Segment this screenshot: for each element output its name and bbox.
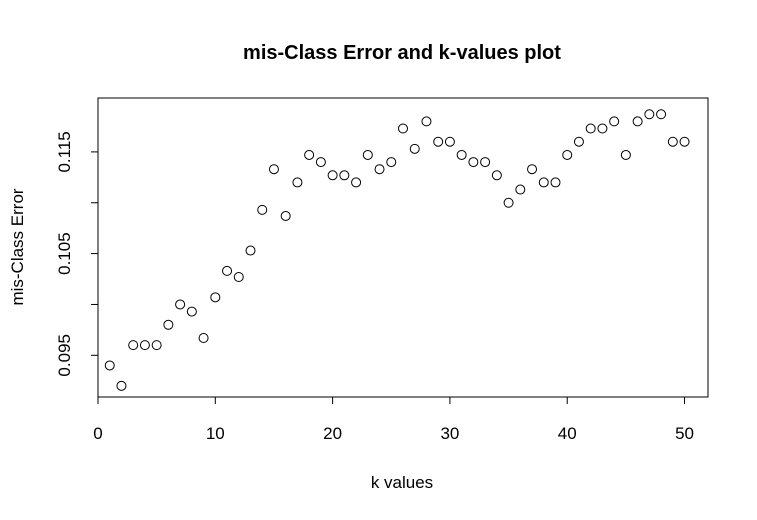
data-point [421,116,432,127]
data-point [632,116,643,127]
data-point [175,299,186,310]
data-point [527,164,538,175]
data-point [104,360,115,371]
data-point [280,210,291,221]
data-point [186,306,197,317]
data-point [656,109,667,120]
data-point [480,157,491,168]
x-tick-label: 30 [440,424,459,443]
data-point [538,177,549,188]
data-point [268,164,279,175]
data-point [222,265,233,276]
data-point [116,380,127,391]
y-tick-label: 0.115 [55,131,74,172]
y-axis: 0.095 0.105 0.115 [55,131,99,377]
data-point [433,136,444,147]
data-point [257,204,268,215]
data-point [210,292,221,303]
data-point [327,170,338,181]
data-point [139,340,150,351]
data-point [503,197,514,208]
data-point [515,184,526,195]
data-point [198,333,209,344]
x-tick-label: 40 [558,424,577,443]
x-axis: 0 10 20 30 40 50 [93,396,694,443]
data-point [409,143,420,154]
data-point [456,149,467,160]
data-point [339,170,350,181]
data-point [491,170,502,181]
data-point [292,177,303,188]
data-point [444,136,455,147]
data-point [620,149,631,160]
data-points [104,109,690,391]
data-point [304,149,315,160]
x-tick-label: 10 [206,424,225,443]
data-point [163,319,174,330]
data-point [667,136,678,147]
data-point [386,157,397,168]
data-point [468,157,479,168]
data-point [315,157,326,168]
data-point [351,177,362,188]
data-point [585,123,596,134]
data-point [362,149,373,160]
y-tick-label: 0.105 [55,232,74,275]
chart-title: mis-Class Error and k-values plot [243,42,561,64]
y-axis-label: mis-Class Error [8,188,27,305]
plot-frame [97,97,709,398]
data-point [374,164,385,175]
data-point [562,149,573,160]
data-point [398,123,408,134]
x-tick-label: 20 [323,424,342,443]
data-point [609,116,620,127]
x-tick-label: 0 [93,424,102,443]
data-point [644,109,655,120]
x-tick-label: 50 [675,424,694,443]
data-point [128,340,139,351]
data-point [151,340,162,351]
x-axis-label: k values [371,473,433,492]
y-tick-label: 0.095 [55,334,74,377]
data-point [550,177,561,188]
data-point [679,136,690,147]
data-point [573,136,584,147]
data-point [597,123,608,134]
data-point [233,271,244,282]
data-point [245,245,256,256]
